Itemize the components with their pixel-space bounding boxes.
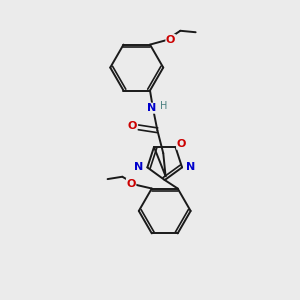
Text: N: N — [134, 162, 144, 172]
Text: O: O — [127, 178, 136, 188]
Text: O: O — [177, 139, 186, 149]
Text: O: O — [166, 34, 175, 45]
Text: N: N — [186, 162, 195, 172]
Text: N: N — [147, 103, 156, 113]
Text: O: O — [128, 121, 137, 131]
Text: H: H — [160, 101, 167, 111]
